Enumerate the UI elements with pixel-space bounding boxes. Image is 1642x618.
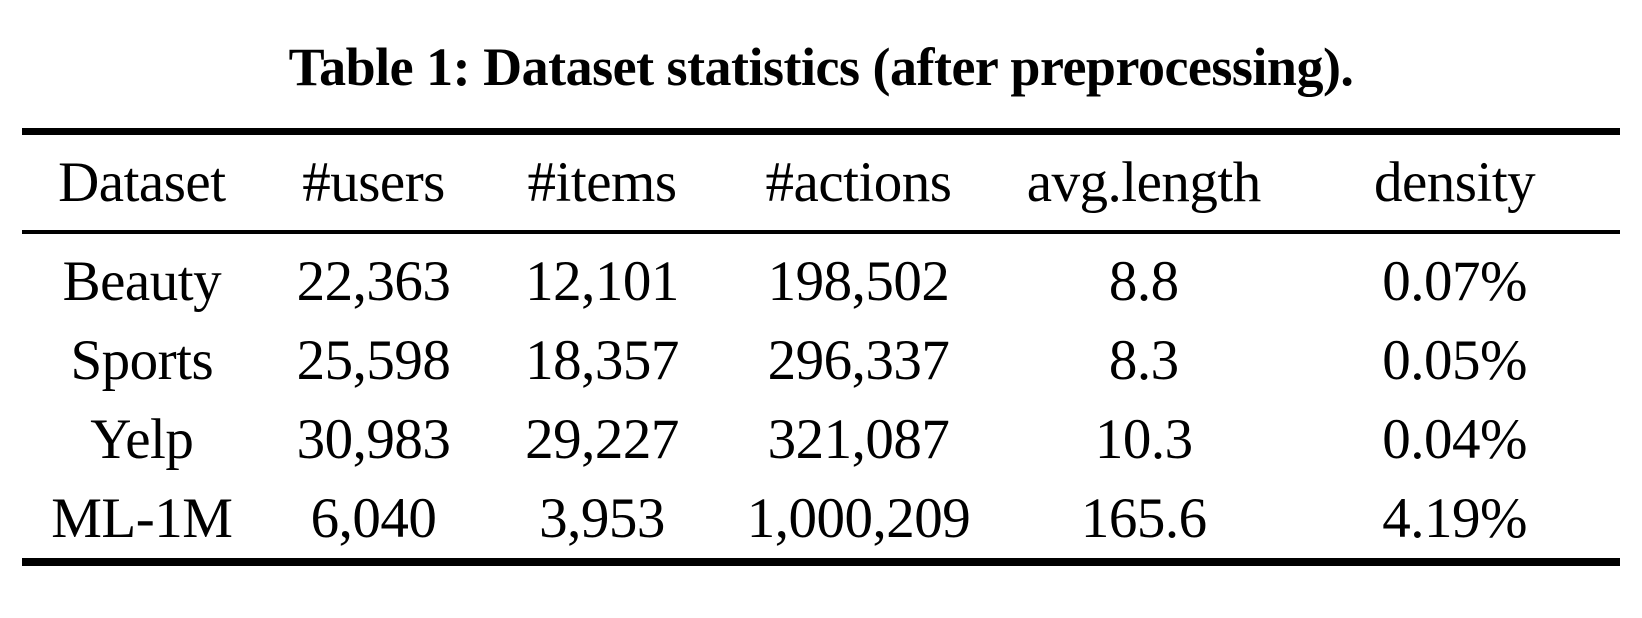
cell-items: 3,953 [539, 486, 665, 550]
table-caption: Table 1: Dataset statistics (after prepr… [288, 37, 1354, 97]
table-row-ml-1m: ML-1M 6,040 3,953 1,000,209 165.6 4.19% [22, 479, 1620, 562]
table-row-sports: Sports 25,598 18,357 296,337 8.3 0.05% [22, 321, 1620, 400]
table-row-yelp: Yelp 30,983 29,227 321,087 10.3 0.04% [22, 400, 1620, 479]
cell-users: 25,598 [296, 328, 451, 392]
cell-items: 12,101 [525, 249, 679, 313]
cell-density: 0.05% [1382, 328, 1527, 392]
header-actions: #actions [718, 131, 999, 234]
cell-dataset: Sports [70, 328, 214, 392]
cell-avg-length: 8.3 [1108, 328, 1179, 392]
header-items: #items [485, 131, 719, 234]
cell-actions: 198,502 [767, 249, 950, 313]
cell-avg-length: 165.6 [1080, 486, 1207, 550]
cell-dataset: ML-1M [51, 486, 233, 550]
header-avg-length: avg.length [998, 131, 1290, 234]
cell-dataset: Yelp [90, 407, 194, 471]
table-header: Dataset #users #items #actions avg.lengt… [22, 131, 1620, 234]
cell-users: 6,040 [310, 486, 437, 550]
dataset-statistics-table: Dataset #users #items #actions avg.lengt… [22, 127, 1620, 566]
cell-items: 29,227 [525, 407, 679, 471]
cell-users: 30,983 [296, 407, 451, 471]
cell-actions: 321,087 [767, 407, 950, 471]
cell-actions: 1,000,209 [746, 486, 971, 550]
header-users: #users [261, 131, 486, 234]
cell-avg-length: 10.3 [1094, 407, 1193, 471]
header-row: Dataset #users #items #actions avg.lengt… [22, 131, 1620, 234]
cell-density: 0.04% [1382, 407, 1527, 471]
cell-actions: 296,337 [767, 328, 950, 392]
table-row-beauty: Beauty 22,363 12,101 198,502 8.8 0.07% [22, 232, 1620, 321]
header-dataset: Dataset [22, 131, 262, 234]
cell-avg-length: 8.8 [1108, 249, 1179, 313]
cell-density: 4.19% [1382, 486, 1527, 550]
cell-dataset: Beauty [62, 249, 222, 313]
header-density: density [1289, 131, 1620, 234]
cell-items: 18,357 [525, 328, 679, 392]
cell-density: 0.07% [1382, 249, 1527, 313]
table-body: Beauty 22,363 12,101 198,502 8.8 0.07% S… [22, 232, 1620, 562]
cell-users: 22,363 [296, 249, 451, 313]
table-container: Dataset #users #items #actions avg.lengt… [22, 127, 1620, 566]
